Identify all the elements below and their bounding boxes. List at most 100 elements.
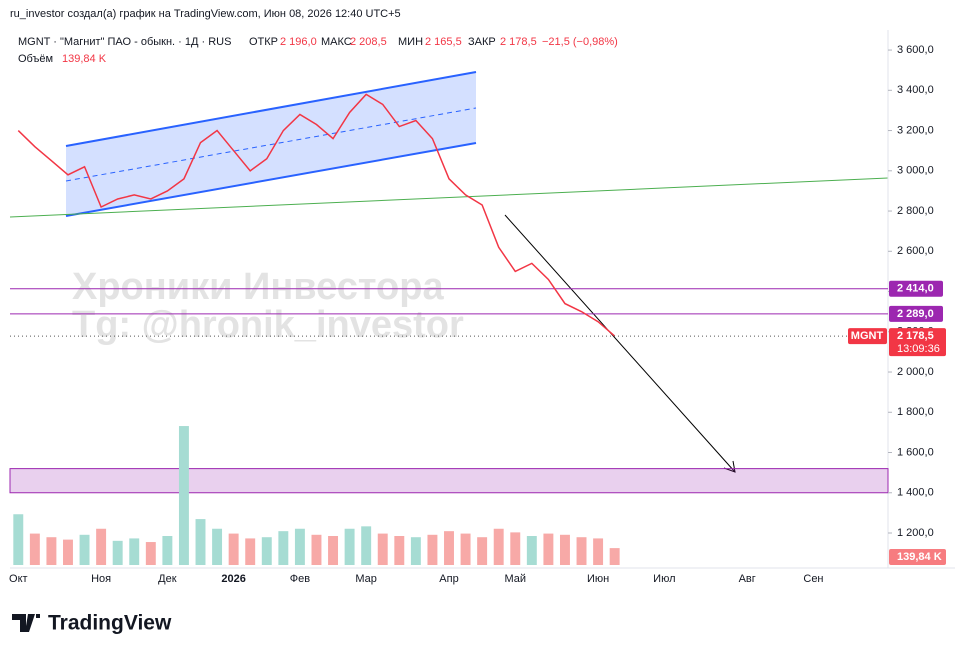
zone: [9, 468, 889, 494]
hline-label-box: [889, 305, 943, 322]
volume-bar: [543, 533, 554, 565]
volume-label: 139,84 K: [897, 551, 942, 563]
y-tick-label: 1 200,0: [897, 527, 934, 539]
y-tick-label: 2 000,0: [897, 366, 934, 378]
volume-bar: [410, 537, 421, 565]
volume-bar: [593, 538, 604, 565]
x-tick-label: Июл: [653, 573, 675, 585]
volume-bar: [328, 536, 339, 565]
volume-bar: [212, 528, 223, 565]
arrow-head: [723, 460, 736, 473]
x-tick-label: Окт: [9, 573, 28, 585]
x-tick-label: Июн: [587, 573, 609, 585]
volume-bar: [46, 537, 57, 565]
price-line: [17, 93, 616, 337]
volume-bar: [129, 538, 140, 565]
volume-bar: [294, 528, 305, 565]
volume-bar: [526, 536, 537, 565]
legend: MGNT · "Магнит" ПАО - обыкн. · 1Д · RUS …: [18, 36, 618, 65]
trend-line: [9, 177, 889, 218]
footer-brand: TradingView: [48, 612, 172, 635]
volume-bar: [13, 514, 24, 565]
drawings: [9, 71, 889, 473]
volume-bar: [444, 531, 454, 565]
volume-bar: [63, 539, 73, 565]
volume-bar: [510, 532, 521, 565]
channel-mid: [65, 107, 477, 182]
x-tick-label: Фев: [290, 573, 310, 585]
channel-line: [65, 142, 477, 217]
volume-bar: [145, 542, 156, 565]
volume-bar: [609, 548, 620, 565]
volume-bar: [178, 426, 189, 565]
y-tick-label: 1 600,0: [897, 446, 934, 458]
x-tick-label: Сен: [803, 573, 823, 585]
close-label: ЗАКР: [468, 36, 496, 48]
open: 2 196,0: [280, 36, 317, 48]
footer: TradingView: [12, 612, 172, 635]
volume-bar: [377, 533, 388, 565]
volume-bar: [344, 528, 355, 565]
watermark-line: Хроники Инвестора: [72, 266, 444, 308]
change: −21,5 (−0,98%): [542, 36, 618, 48]
volume-bar: [29, 533, 40, 565]
volume-legend: 139,84 K: [62, 53, 107, 65]
x-tick-label: Май: [504, 573, 526, 585]
channel-line: [65, 71, 477, 147]
open-label: ОТКР: [249, 36, 278, 48]
volume-bar: [162, 536, 173, 565]
y-tick-label: 2 600,0: [897, 245, 934, 257]
volume-name: Объём: [18, 53, 53, 65]
volume-bar: [278, 531, 289, 565]
volume-bar: [460, 533, 471, 565]
symbol-label-box: [848, 328, 887, 345]
volume-bar: [245, 538, 256, 565]
high: 2 208,5: [350, 36, 387, 48]
x-tick-label: Авг: [739, 573, 756, 585]
price-label-box: [889, 328, 946, 357]
time-label: 13:09:36: [897, 343, 940, 355]
header-title: ru_investor создал(а) график на TradingV…: [10, 8, 401, 20]
x-tick-label: Апр: [439, 573, 458, 585]
volume-bar: [361, 526, 372, 565]
x-tick-label: Ноя: [91, 573, 111, 585]
volume-bar: [228, 533, 239, 565]
volume-bar: [576, 537, 587, 565]
y-tick-label: 3 600,0: [897, 44, 934, 56]
x-tick-label: Мар: [355, 573, 377, 585]
volume-bar: [493, 528, 504, 565]
y-tick-label: 3 400,0: [897, 84, 934, 96]
volume-label-box: [889, 549, 946, 565]
watermark-line: Tg: @hronik_investor: [72, 304, 464, 346]
volume-bar: [96, 528, 107, 565]
x-tick-label: Дек: [158, 573, 177, 585]
high-label: МАКС: [321, 36, 352, 48]
y-tick-label: 1 800,0: [897, 406, 934, 418]
volume-bar: [112, 540, 123, 565]
volume-bar: [261, 537, 272, 565]
volume-bar: [559, 534, 570, 565]
close: 2 178,5: [500, 36, 537, 48]
volume-bar: [311, 534, 322, 565]
symbol-label: MGNT: [851, 330, 884, 342]
hline-label: 2 414,0: [897, 283, 934, 295]
hline-label: 2 289,0: [897, 308, 934, 320]
volume-bar: [79, 534, 90, 565]
low: 2 165,5: [425, 36, 462, 48]
symbol: MGNT · "Магнит" ПАО - обыкн. · 1Д · RUS: [18, 36, 231, 48]
y-tick-label: 1 400,0: [897, 487, 934, 499]
y-tick-label: 3 000,0: [897, 165, 934, 177]
hline-label-box: [889, 280, 943, 297]
y-tick-label: 2 800,0: [897, 205, 934, 217]
y-tick-label: 3 200,0: [897, 124, 934, 136]
volume-bar: [477, 537, 488, 565]
arrow-line: [504, 214, 736, 473]
volume-bar: [195, 519, 206, 565]
x-tick-label: 2026: [221, 573, 245, 585]
price-label: 2 178,5: [897, 330, 934, 342]
watermark: Хроники Инвестора Tg: @hronik_investor: [72, 266, 464, 346]
low-label: МИН: [398, 36, 423, 48]
volume-bar: [427, 534, 438, 565]
